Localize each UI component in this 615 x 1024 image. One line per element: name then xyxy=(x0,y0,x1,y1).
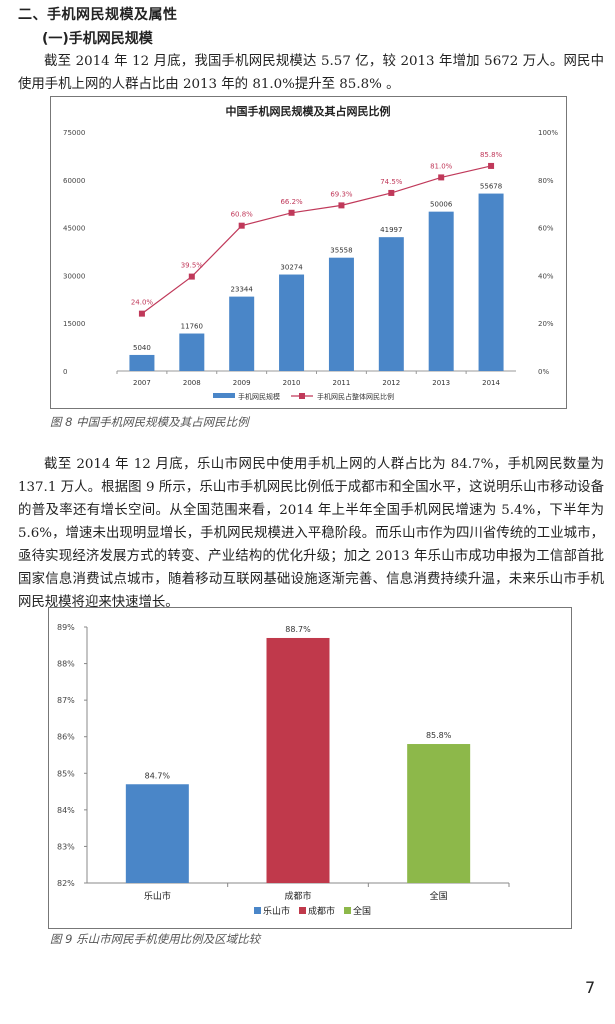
bar-2009 xyxy=(229,296,255,371)
x-axis-tick: 2008 xyxy=(183,379,201,387)
left-axis-tick: 15000 xyxy=(63,320,85,328)
ratio-value-label: 81.0% xyxy=(430,162,453,170)
ratio-value-label: 74.5% xyxy=(380,178,403,186)
figure-8-caption: 图 8 中国手机网民规模及其占网民比例 xyxy=(50,415,249,429)
bar-2007 xyxy=(129,354,155,371)
legend-swatch xyxy=(299,907,306,914)
section-heading: 二、手机网民规模及属性 xyxy=(18,7,178,23)
left-axis-tick: 60000 xyxy=(63,177,85,185)
bar-全国 xyxy=(407,744,471,883)
bar-value-label: 50006 xyxy=(430,201,453,209)
bar-乐山市 xyxy=(125,784,189,883)
ratio-marker xyxy=(438,174,445,181)
legend-bar-swatch xyxy=(213,393,235,398)
bar-2010 xyxy=(279,274,305,371)
ratio-marker xyxy=(188,273,195,280)
legend-line-label: 手机网民占整体网民比例 xyxy=(317,392,394,401)
right-axis-tick: 40% xyxy=(538,272,554,280)
bar-2014 xyxy=(478,193,504,371)
chart-title: 中国手机网民规模及其占网民比例 xyxy=(226,104,391,118)
ratio-value-label: 24.0% xyxy=(131,299,154,307)
ratio-value-label: 69.3% xyxy=(330,190,353,198)
bar-value-label: 23344 xyxy=(231,286,254,294)
ratio-marker xyxy=(388,189,395,196)
left-axis-tick: 75000 xyxy=(63,129,85,137)
y-axis-tick: 82% xyxy=(57,879,75,888)
left-axis-tick: 0 xyxy=(63,368,67,376)
right-axis-tick: 60% xyxy=(538,225,554,233)
bar-2013 xyxy=(428,211,454,371)
x-axis-tick: 成都市 xyxy=(284,890,311,902)
bar-chart-svg: 82% 83% 84% 85% 86% 87% 88% 89% 84.7% 乐山市 88.7% 成都市… xyxy=(57,623,510,917)
ratio-marker xyxy=(138,310,145,317)
bar-2011 xyxy=(328,257,354,371)
bar-value-label: 84.7% xyxy=(145,771,171,780)
ratio-marker xyxy=(338,202,345,209)
bar-value-label: 11760 xyxy=(181,323,203,331)
right-axis-tick: 80% xyxy=(538,177,554,185)
y-axis-tick: 85% xyxy=(57,769,75,778)
legend-bar-label: 手机网民规模 xyxy=(238,392,280,401)
bar-2008 xyxy=(179,333,205,371)
bar-value-label: 30274 xyxy=(280,264,303,272)
paragraph-national: 截至 2014 年 12 月底，我国手机网民规模达 5.57 亿，较 2013 … xyxy=(18,54,604,92)
x-axis-tick: 2011 xyxy=(333,379,351,387)
ratio-marker xyxy=(238,222,245,229)
x-axis-tick: 2007 xyxy=(133,379,151,387)
left-axis-tick: 30000 xyxy=(63,272,85,280)
left-axis-tick: 45000 xyxy=(63,225,85,233)
legend-label: 全国 xyxy=(353,905,371,917)
right-axis-tick: 100% xyxy=(538,129,558,137)
bar-value-label: 5040 xyxy=(133,344,151,352)
y-axis-tick: 87% xyxy=(57,696,75,705)
bar-成都市 xyxy=(266,637,330,883)
y-axis-tick: 83% xyxy=(57,842,75,851)
ratio-value-label: 60.8% xyxy=(231,211,254,219)
ratio-marker xyxy=(488,162,495,169)
legend-label: 成都市 xyxy=(308,905,335,917)
ratio-marker xyxy=(288,209,295,216)
figure-8-chart: 中国手机网民规模及其占网民比例 0 15000 30000 45000 60000 7500… xyxy=(50,96,567,409)
subsection-heading: (一)手机网民规模 xyxy=(42,31,153,47)
figure-9-caption: 图 9 乐山市网民手机使用比例及区域比较 xyxy=(50,932,261,946)
bar-value-label: 35558 xyxy=(330,247,352,255)
x-axis-tick: 2009 xyxy=(233,379,251,387)
bar-value-label: 88.7% xyxy=(285,625,311,634)
legend-swatch xyxy=(254,907,261,914)
paragraph-leshan: 截至 2014 年 12 月底，乐山市网民中使用手机上网的人群占比为 84.7%… xyxy=(18,457,604,610)
right-axis-tick: 20% xyxy=(538,320,554,328)
y-axis-tick: 86% xyxy=(57,733,75,742)
bar-value-label: 41997 xyxy=(380,226,402,234)
combo-chart-svg: 中国手机网民规模及其占网民比例 0 15000 30000 45000 60000 7500… xyxy=(63,104,558,401)
bar-2012 xyxy=(378,237,404,371)
legend-swatch xyxy=(344,907,351,914)
x-axis-tick: 2010 xyxy=(283,379,301,387)
legend-line-marker xyxy=(299,393,305,399)
ratio-value-label: 39.5% xyxy=(181,262,204,270)
x-axis-tick: 2012 xyxy=(382,379,400,387)
right-axis-tick: 0% xyxy=(538,368,549,376)
page-number: 7 xyxy=(585,978,596,997)
figure-9-chart: 82% 83% 84% 85% 86% 87% 88% 89% 84.7% 乐山市 88.7% 成都市… xyxy=(48,607,572,929)
x-axis-tick: 乐山市 xyxy=(144,890,171,902)
x-axis-tick: 2014 xyxy=(482,379,500,387)
y-axis-tick: 89% xyxy=(57,623,75,632)
bar-value-label: 55678 xyxy=(480,183,502,191)
ratio-value-label: 66.2% xyxy=(280,198,303,206)
x-axis-tick: 全国 xyxy=(430,890,448,902)
ratio-line xyxy=(141,165,492,315)
bar-value-label: 85.8% xyxy=(426,731,452,740)
legend-label: 乐山市 xyxy=(263,905,290,917)
y-axis-tick: 84% xyxy=(57,806,75,815)
y-axis-tick: 88% xyxy=(57,660,75,669)
ratio-value-label: 85.8% xyxy=(480,151,503,159)
x-axis-tick: 2013 xyxy=(432,379,450,387)
